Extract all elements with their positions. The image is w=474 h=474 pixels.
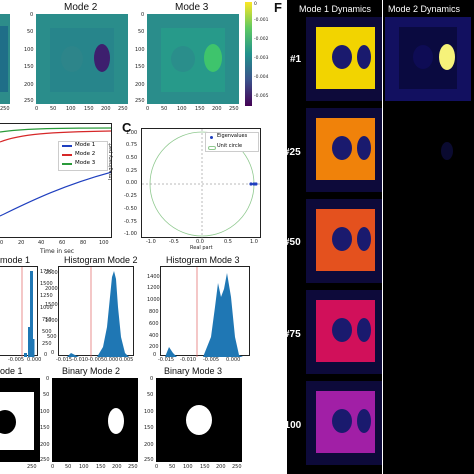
f-m2-tile-100 (385, 381, 471, 465)
panel-c-plot: Eigenvalues Unit circle (141, 128, 262, 239)
f-m2-tile-25 (385, 108, 471, 192)
mode2-circle-right (94, 44, 110, 72)
panel-c-circle (142, 129, 262, 239)
bin1-image (0, 378, 40, 462)
bin2-title: Binary Mode 2 (62, 366, 121, 376)
mode2-circle-left (61, 46, 83, 72)
f-row-label-100: #100 (279, 420, 302, 431)
mode2-image (36, 14, 128, 104)
f-row-label-50: #50 (284, 237, 301, 248)
hist3-plot (160, 266, 250, 357)
bin3-title: Binary Mode 3 (164, 366, 223, 376)
mode3-title: Mode 3 (175, 2, 209, 13)
mode1-xtick: 250 (0, 106, 10, 112)
hist3-title: Histogram Mode 3 (166, 255, 240, 265)
panel-c-label: C (122, 120, 132, 135)
colorbar (245, 2, 252, 106)
f-col1-header: Mode 1 Dynamics (299, 4, 372, 14)
bin3-circle (186, 405, 212, 435)
f-m1-tile-50 (306, 199, 382, 283)
f-m2-tile-50 (385, 199, 471, 283)
bin1-xtick: 250 (27, 464, 37, 470)
panel-f-label: F (274, 0, 282, 15)
bin2-image (52, 378, 138, 462)
panel-c-ylabel: Imaginary part (108, 142, 114, 180)
f-m2-tile-1 (385, 17, 471, 101)
bin3-image (156, 378, 242, 462)
mode3-image (147, 14, 239, 104)
mode2-title: Mode 2 (64, 2, 98, 13)
hist2-plot (58, 266, 134, 357)
f-col2-header: Mode 2 Dynamics (388, 4, 461, 14)
f-m1-tile-100 (306, 381, 382, 465)
panel-c-legend: Eigenvalues Unit circle (205, 132, 259, 152)
panel-b-legend: Mode 1 Mode 2 Mode 3 (58, 141, 108, 171)
mode3-circle-right (204, 44, 222, 72)
hist3-bars (165, 267, 243, 357)
panel-b-plot: Mode 1 Mode 2 Mode 3 (0, 123, 112, 238)
f-divider (382, 0, 383, 474)
hist1-title: mode 1 (0, 255, 31, 265)
bin2-ellipse (108, 408, 124, 434)
f-m1-tile-75 (306, 290, 382, 374)
panel-c-xlabel: Real part (190, 245, 213, 251)
hist2-bars (67, 267, 129, 357)
panel-b-xlabel: Time in sec (40, 248, 75, 255)
hist1-bars (21, 267, 35, 357)
panel-f: Mode 1 Dynamics Mode 2 Dynamics #1 #25 #… (279, 0, 474, 474)
hist2-title: Histogram Mode 2 (64, 255, 138, 265)
f-m1-tile-25 (306, 108, 382, 192)
f-row-label-1: #1 (290, 54, 302, 65)
panel-b-curves (0, 127, 111, 217)
f-m2-tile-75 (385, 290, 471, 374)
f-m1-tile-1 (306, 17, 382, 101)
f-row-label-25: #25 (284, 147, 301, 158)
bin1-title: ode 1 (0, 366, 23, 376)
f-row-label-75: #75 (284, 329, 301, 340)
mode1-image (0, 14, 10, 104)
hist1-plot (0, 266, 38, 357)
mode3-circle-left (171, 46, 195, 72)
